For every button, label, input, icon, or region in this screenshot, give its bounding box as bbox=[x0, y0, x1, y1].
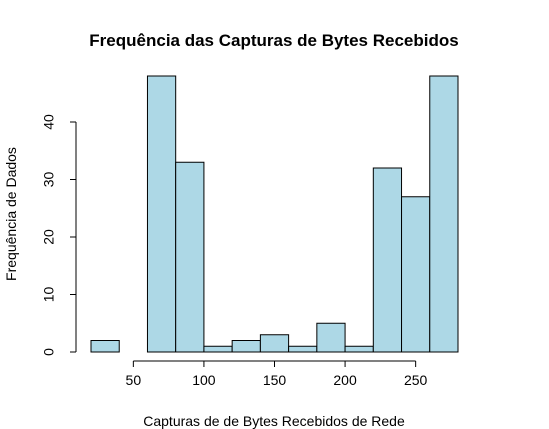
histogram-bar-2 bbox=[146, 75, 177, 353]
x-axis-label: Capturas de de Bytes Recebidos de Rede bbox=[143, 413, 405, 429]
x-tick-label-50: 50 bbox=[126, 372, 142, 388]
histogram-bar-8 bbox=[316, 322, 346, 353]
histogram-bar-3 bbox=[175, 161, 205, 353]
bars-group bbox=[90, 75, 459, 353]
y-tick-label-30: 30 bbox=[41, 172, 57, 188]
histogram-bar-6 bbox=[259, 334, 290, 353]
y-axis: 0 10 20 30 40 bbox=[41, 114, 77, 356]
y-tick-label-10: 10 bbox=[41, 287, 57, 303]
y-axis-label: Frequência de Dados bbox=[3, 147, 19, 281]
histogram-bar-11 bbox=[401, 196, 431, 353]
y-tick-label-20: 20 bbox=[41, 229, 57, 245]
y-tick-label-40: 40 bbox=[41, 114, 57, 130]
x-tick-label-250: 250 bbox=[404, 372, 428, 388]
histogram-bar-9 bbox=[344, 345, 374, 353]
histogram-bar-7 bbox=[288, 345, 318, 353]
histogram-bar-10 bbox=[372, 167, 403, 353]
histogram-bar-12 bbox=[429, 75, 459, 353]
histogram-bar-5 bbox=[231, 340, 261, 353]
chart-title: Frequência das Capturas de Bytes Recebid… bbox=[89, 31, 458, 50]
x-axis: 50 100 150 200 250 bbox=[126, 360, 428, 388]
y-tick-label-0: 0 bbox=[41, 348, 57, 356]
x-tick-label-150: 150 bbox=[263, 372, 287, 388]
histogram-bar-0 bbox=[90, 340, 120, 353]
x-tick-label-200: 200 bbox=[333, 372, 357, 388]
x-tick-label-100: 100 bbox=[192, 372, 216, 388]
histogram-bar-4 bbox=[203, 345, 233, 353]
